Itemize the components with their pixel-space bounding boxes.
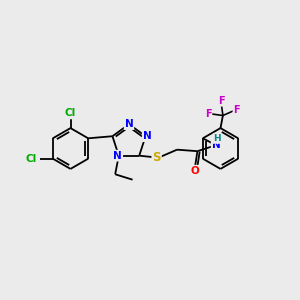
Text: Cl: Cl (26, 154, 37, 164)
Text: N: N (143, 131, 152, 141)
Text: N: N (124, 119, 134, 129)
Text: O: O (191, 166, 200, 176)
Text: H: H (213, 134, 221, 143)
Text: F: F (233, 105, 240, 115)
Text: N: N (212, 140, 220, 150)
Text: F: F (205, 109, 211, 119)
Text: F: F (218, 96, 225, 106)
Text: S: S (152, 151, 161, 164)
Text: N: N (113, 151, 122, 161)
Text: Cl: Cl (65, 108, 76, 118)
